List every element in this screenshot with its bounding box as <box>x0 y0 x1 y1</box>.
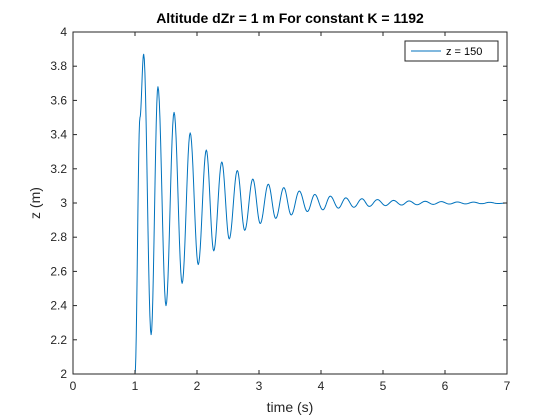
series-line <box>73 53 508 375</box>
y-tick-label: 3.8 <box>50 59 67 73</box>
y-tick-label: 3.2 <box>50 162 67 176</box>
data-layer <box>73 53 508 375</box>
x-tick-label: 3 <box>256 379 263 393</box>
x-tick-label: 1 <box>132 379 139 393</box>
y-axis-label: z (m) <box>27 187 43 219</box>
x-axis-label: time (s) <box>267 399 314 415</box>
axes-box <box>72 31 508 375</box>
y-tick-label: 3.6 <box>50 93 67 107</box>
chart-title: Altitude dZr = 1 m For constant K = 1192 <box>156 10 424 26</box>
x-tick-label: 7 <box>504 379 511 393</box>
y-tick-label: 2.4 <box>50 299 67 313</box>
x-tick-label: 2 <box>194 379 201 393</box>
y-tick-label: 2.6 <box>50 264 67 278</box>
x-tick-label: 6 <box>442 379 449 393</box>
y-tick-label: 4 <box>60 25 67 39</box>
legend-entry-label: z = 150 <box>446 46 482 58</box>
y-tick-label: 2.2 <box>50 333 67 347</box>
y-tick-label: 2.8 <box>50 230 67 244</box>
x-tick-label: 0 <box>70 379 77 393</box>
x-tick-label: 4 <box>318 379 325 393</box>
y-tick-label: 3.4 <box>50 128 67 142</box>
ticks-layer: 0 1 2 3 4 5 6 7 2 2.2 2.4 2.6 2.8 3 3.2 3.4 3.6 3.8 4 <box>50 25 510 393</box>
legend: z = 150 <box>404 40 499 62</box>
y-tick-label: 3 <box>60 196 67 210</box>
legend-box <box>404 40 499 62</box>
y-tick-label: 2 <box>60 367 67 381</box>
x-tick-label: 5 <box>380 379 387 393</box>
